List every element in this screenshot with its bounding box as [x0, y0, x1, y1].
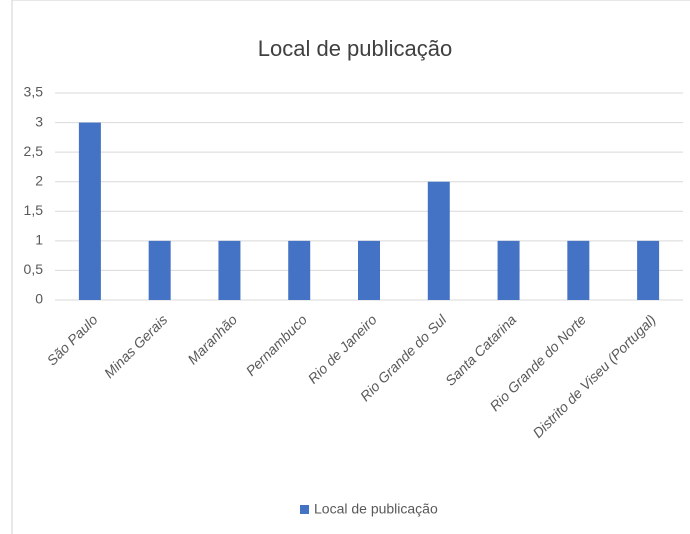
bar: [78, 122, 101, 300]
x-tick-label: Minas Gerais: [101, 311, 171, 381]
bar: [637, 240, 660, 300]
bar: [148, 240, 171, 300]
bar: [497, 240, 520, 300]
bar: [288, 240, 311, 300]
y-tick-label: 1,5: [24, 202, 44, 218]
y-tick-label: 2,5: [24, 143, 44, 159]
y-tick-label: 2: [35, 172, 43, 188]
chart-frame: [11, 0, 690, 534]
x-tick-label: Maranhão: [184, 311, 240, 367]
x-tick-label: Distrito de Viseu (Portugal): [529, 311, 658, 440]
bar: [567, 240, 590, 300]
bar: [358, 240, 380, 300]
y-tick-label: 3,5: [24, 84, 44, 100]
x-tick-label: Pernambuco: [243, 311, 311, 379]
bar: [218, 240, 241, 300]
legend-label: Local de publicação: [314, 501, 438, 517]
x-tick-label: São Paulo: [44, 311, 101, 368]
x-tick-label: Rio de Janeiro: [305, 311, 380, 386]
y-tick-label: 0: [35, 291, 43, 307]
y-tick-label: 3: [35, 113, 43, 129]
chart-title: Local de publicação: [258, 36, 452, 61]
y-tick-label: 1: [35, 232, 43, 248]
y-tick-label: 0,5: [24, 261, 44, 277]
bar: [427, 181, 450, 300]
legend-swatch: [300, 505, 309, 514]
x-tick-label: Santa Catarina: [442, 311, 520, 389]
